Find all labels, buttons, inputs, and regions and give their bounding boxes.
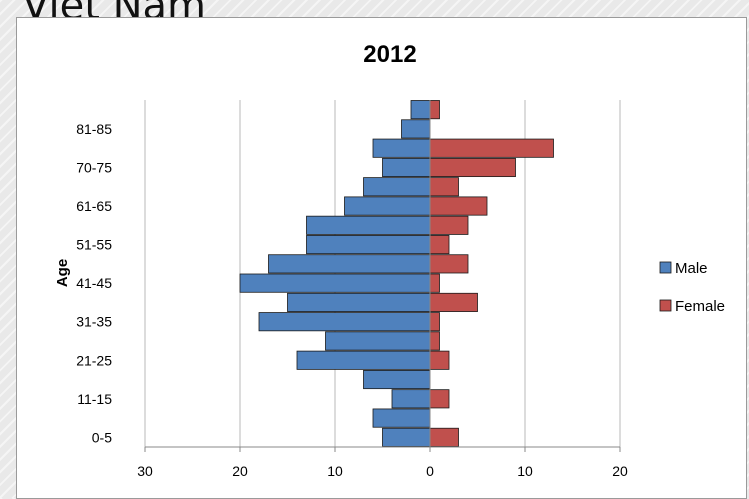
- male-bar-61-65: [344, 196, 431, 216]
- male-bar-16-20: [363, 369, 431, 390]
- male-bar-66-69: [363, 177, 431, 197]
- x-tick-label: 0: [426, 463, 434, 479]
- y-tick-label: 0-5: [92, 429, 112, 445]
- female-bar-41-45: [429, 273, 440, 293]
- y-axis-title: Age: [54, 259, 71, 287]
- x-tick-label: 10: [517, 463, 533, 479]
- male-bar-6-10: [372, 408, 431, 428]
- male-bar-11-15: [391, 389, 431, 409]
- female-bar-21-25: [429, 350, 450, 370]
- legend-swatch-male: [659, 261, 672, 274]
- male-bar-51-55: [306, 235, 431, 255]
- gridlines: [144, 100, 621, 447]
- male-bar-36-40: [287, 292, 431, 312]
- male-bar-81-85: [401, 119, 431, 139]
- x-tick-label: 20: [232, 463, 248, 479]
- y-axis: 0-5 11-15 21-25 31-35 41-45 51-55 61-65 70-75 81…: [76, 121, 112, 445]
- x-axis: 30 20 10 0 10 20: [137, 100, 628, 479]
- male-bar-46-50: [268, 254, 431, 274]
- female-bar-61-65: [429, 196, 488, 216]
- legend-label-male: Male: [675, 260, 708, 277]
- y-tick-label: 41-45: [76, 275, 112, 291]
- x-tick-label: 20: [612, 463, 628, 479]
- female-bar-86+: [429, 100, 440, 120]
- y-tick-label: 51-55: [76, 237, 112, 253]
- female-bar-36-40: [429, 292, 478, 312]
- y-tick-label: 61-65: [76, 198, 112, 214]
- male-bar-0-5: [382, 427, 431, 447]
- male-bar-86+: [410, 100, 431, 120]
- bars: [239, 100, 554, 447]
- chart-title: 2012: [363, 41, 416, 68]
- y-tick-label: 11-15: [77, 391, 112, 407]
- female-bar-0-5: [429, 427, 459, 447]
- female-bar-76-80: [429, 138, 554, 158]
- female-bar-11-15: [429, 389, 450, 409]
- x-tick-label: 10: [327, 463, 343, 479]
- male-bar-70-75: [382, 157, 431, 178]
- y-tick-label: 21-25: [76, 352, 112, 368]
- legend: Male Female: [659, 260, 725, 315]
- y-tick-label: 70-75: [76, 159, 112, 175]
- y-tick-label: 31-35: [76, 314, 112, 330]
- female-bar-31-35: [429, 312, 440, 332]
- male-bar-76-80: [372, 138, 431, 158]
- male-bar-41-45: [239, 273, 431, 293]
- legend-swatch-female: [659, 299, 672, 312]
- x-tick-label: 30: [137, 463, 153, 479]
- y-tick-label: 81-85: [76, 121, 112, 137]
- female-bar-26-30: [429, 331, 440, 351]
- male-bar-21-25: [296, 350, 431, 370]
- male-bar-56-60: [306, 215, 431, 235]
- male-bar-26-30: [325, 331, 431, 351]
- female-bar-70-75: [429, 157, 516, 178]
- female-bar-46-50: [429, 254, 469, 274]
- female-bar-56-60: [429, 215, 469, 235]
- female-bar-66-69: [429, 177, 459, 197]
- female-bar-51-55: [429, 235, 450, 255]
- legend-label-female: Female: [675, 298, 725, 315]
- male-bar-31-35: [258, 312, 431, 332]
